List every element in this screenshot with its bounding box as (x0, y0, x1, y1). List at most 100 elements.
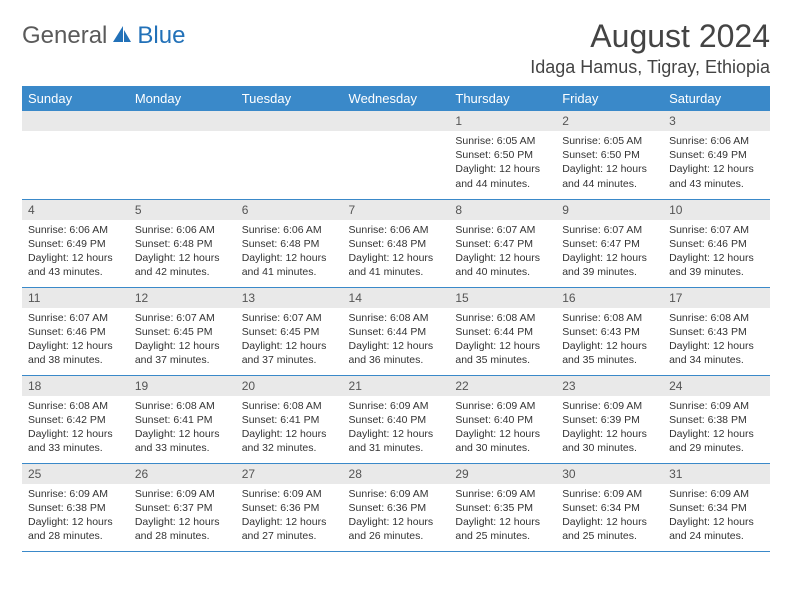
sail-icon (111, 24, 133, 49)
day-number: 15 (449, 288, 556, 308)
day-number: 11 (22, 288, 129, 308)
day-data: Sunrise: 6:09 AMSunset: 6:34 PMDaylight:… (556, 484, 663, 549)
calendar-cell: 13Sunrise: 6:07 AMSunset: 6:45 PMDayligh… (236, 287, 343, 375)
calendar-cell: 24Sunrise: 6:09 AMSunset: 6:38 PMDayligh… (663, 375, 770, 463)
calendar-cell: 12Sunrise: 6:07 AMSunset: 6:45 PMDayligh… (129, 287, 236, 375)
day-number: 7 (343, 200, 450, 220)
day-data: Sunrise: 6:08 AMSunset: 6:42 PMDaylight:… (22, 396, 129, 461)
day-number: 3 (663, 111, 770, 131)
day-data: Sunrise: 6:07 AMSunset: 6:46 PMDaylight:… (22, 308, 129, 373)
day-data (236, 131, 343, 139)
day-number (22, 111, 129, 131)
calendar-cell (236, 111, 343, 199)
calendar-cell: 23Sunrise: 6:09 AMSunset: 6:39 PMDayligh… (556, 375, 663, 463)
day-number: 23 (556, 376, 663, 396)
calendar-cell: 6Sunrise: 6:06 AMSunset: 6:48 PMDaylight… (236, 199, 343, 287)
day-number: 13 (236, 288, 343, 308)
day-number: 4 (22, 200, 129, 220)
calendar-body: 1Sunrise: 6:05 AMSunset: 6:50 PMDaylight… (22, 111, 770, 551)
day-number: 29 (449, 464, 556, 484)
calendar-cell: 25Sunrise: 6:09 AMSunset: 6:38 PMDayligh… (22, 463, 129, 551)
calendar-week-row: 11Sunrise: 6:07 AMSunset: 6:46 PMDayligh… (22, 287, 770, 375)
day-data: Sunrise: 6:06 AMSunset: 6:49 PMDaylight:… (663, 131, 770, 196)
calendar-cell: 10Sunrise: 6:07 AMSunset: 6:46 PMDayligh… (663, 199, 770, 287)
day-data: Sunrise: 6:07 AMSunset: 6:46 PMDaylight:… (663, 220, 770, 285)
page-title: August 2024 (530, 18, 770, 55)
day-data: Sunrise: 6:09 AMSunset: 6:36 PMDaylight:… (236, 484, 343, 549)
weekday-header-row: Sunday Monday Tuesday Wednesday Thursday… (22, 86, 770, 111)
calendar-cell: 21Sunrise: 6:09 AMSunset: 6:40 PMDayligh… (343, 375, 450, 463)
calendar-cell: 3Sunrise: 6:06 AMSunset: 6:49 PMDaylight… (663, 111, 770, 199)
day-data: Sunrise: 6:05 AMSunset: 6:50 PMDaylight:… (556, 131, 663, 196)
calendar-week-row: 1Sunrise: 6:05 AMSunset: 6:50 PMDaylight… (22, 111, 770, 199)
day-number: 2 (556, 111, 663, 131)
weekday-header: Friday (556, 86, 663, 111)
day-data: Sunrise: 6:06 AMSunset: 6:48 PMDaylight:… (129, 220, 236, 285)
day-number: 20 (236, 376, 343, 396)
day-number: 21 (343, 376, 450, 396)
calendar-cell: 31Sunrise: 6:09 AMSunset: 6:34 PMDayligh… (663, 463, 770, 551)
calendar-cell: 7Sunrise: 6:06 AMSunset: 6:48 PMDaylight… (343, 199, 450, 287)
calendar-cell: 22Sunrise: 6:09 AMSunset: 6:40 PMDayligh… (449, 375, 556, 463)
day-data: Sunrise: 6:09 AMSunset: 6:38 PMDaylight:… (22, 484, 129, 549)
calendar-cell: 1Sunrise: 6:05 AMSunset: 6:50 PMDaylight… (449, 111, 556, 199)
title-block: August 2024 Idaga Hamus, Tigray, Ethiopi… (530, 18, 770, 78)
weekday-header: Tuesday (236, 86, 343, 111)
calendar-cell: 15Sunrise: 6:08 AMSunset: 6:44 PMDayligh… (449, 287, 556, 375)
calendar-cell: 17Sunrise: 6:08 AMSunset: 6:43 PMDayligh… (663, 287, 770, 375)
day-number: 14 (343, 288, 450, 308)
logo-text-general: General (22, 22, 107, 50)
day-data: Sunrise: 6:06 AMSunset: 6:48 PMDaylight:… (236, 220, 343, 285)
day-number: 8 (449, 200, 556, 220)
calendar-cell: 18Sunrise: 6:08 AMSunset: 6:42 PMDayligh… (22, 375, 129, 463)
calendar-cell: 11Sunrise: 6:07 AMSunset: 6:46 PMDayligh… (22, 287, 129, 375)
day-number: 25 (22, 464, 129, 484)
calendar-cell: 4Sunrise: 6:06 AMSunset: 6:49 PMDaylight… (22, 199, 129, 287)
day-number: 12 (129, 288, 236, 308)
day-data: Sunrise: 6:07 AMSunset: 6:47 PMDaylight:… (556, 220, 663, 285)
calendar-cell (129, 111, 236, 199)
weekday-header: Monday (129, 86, 236, 111)
day-number: 1 (449, 111, 556, 131)
day-number: 9 (556, 200, 663, 220)
logo-text-blue: Blue (137, 22, 185, 50)
day-data (22, 131, 129, 139)
day-number: 31 (663, 464, 770, 484)
day-data: Sunrise: 6:09 AMSunset: 6:40 PMDaylight:… (343, 396, 450, 461)
calendar-cell: 28Sunrise: 6:09 AMSunset: 6:36 PMDayligh… (343, 463, 450, 551)
location-subtitle: Idaga Hamus, Tigray, Ethiopia (530, 57, 770, 78)
calendar-cell: 5Sunrise: 6:06 AMSunset: 6:48 PMDaylight… (129, 199, 236, 287)
day-data: Sunrise: 6:07 AMSunset: 6:45 PMDaylight:… (236, 308, 343, 373)
weekday-header: Sunday (22, 86, 129, 111)
day-number: 30 (556, 464, 663, 484)
day-number: 24 (663, 376, 770, 396)
day-data: Sunrise: 6:07 AMSunset: 6:45 PMDaylight:… (129, 308, 236, 373)
calendar-cell: 29Sunrise: 6:09 AMSunset: 6:35 PMDayligh… (449, 463, 556, 551)
calendar-week-row: 18Sunrise: 6:08 AMSunset: 6:42 PMDayligh… (22, 375, 770, 463)
day-number: 10 (663, 200, 770, 220)
day-data: Sunrise: 6:09 AMSunset: 6:40 PMDaylight:… (449, 396, 556, 461)
day-data: Sunrise: 6:05 AMSunset: 6:50 PMDaylight:… (449, 131, 556, 196)
day-number (129, 111, 236, 131)
calendar-week-row: 4Sunrise: 6:06 AMSunset: 6:49 PMDaylight… (22, 199, 770, 287)
day-data: Sunrise: 6:08 AMSunset: 6:44 PMDaylight:… (343, 308, 450, 373)
calendar-cell: 14Sunrise: 6:08 AMSunset: 6:44 PMDayligh… (343, 287, 450, 375)
day-data: Sunrise: 6:08 AMSunset: 6:44 PMDaylight:… (449, 308, 556, 373)
day-data: Sunrise: 6:08 AMSunset: 6:43 PMDaylight:… (663, 308, 770, 373)
day-data: Sunrise: 6:06 AMSunset: 6:49 PMDaylight:… (22, 220, 129, 285)
day-data: Sunrise: 6:08 AMSunset: 6:43 PMDaylight:… (556, 308, 663, 373)
weekday-header: Thursday (449, 86, 556, 111)
calendar-cell: 30Sunrise: 6:09 AMSunset: 6:34 PMDayligh… (556, 463, 663, 551)
day-number: 5 (129, 200, 236, 220)
day-number: 19 (129, 376, 236, 396)
day-data: Sunrise: 6:07 AMSunset: 6:47 PMDaylight:… (449, 220, 556, 285)
day-data (343, 131, 450, 139)
calendar-cell (22, 111, 129, 199)
calendar-cell: 20Sunrise: 6:08 AMSunset: 6:41 PMDayligh… (236, 375, 343, 463)
day-data: Sunrise: 6:09 AMSunset: 6:39 PMDaylight:… (556, 396, 663, 461)
day-number (343, 111, 450, 131)
day-data: Sunrise: 6:09 AMSunset: 6:34 PMDaylight:… (663, 484, 770, 549)
calendar-cell: 26Sunrise: 6:09 AMSunset: 6:37 PMDayligh… (129, 463, 236, 551)
day-data: Sunrise: 6:08 AMSunset: 6:41 PMDaylight:… (129, 396, 236, 461)
day-data: Sunrise: 6:08 AMSunset: 6:41 PMDaylight:… (236, 396, 343, 461)
